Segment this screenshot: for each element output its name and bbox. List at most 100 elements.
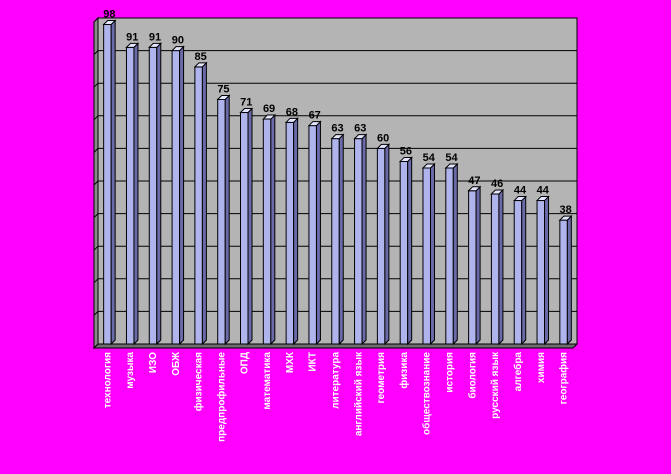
bar-top [330, 134, 345, 140]
bar-front [103, 24, 112, 345]
bar-side [156, 42, 162, 346]
data-label: 98 [103, 9, 115, 21]
data-label: 47 [468, 175, 480, 187]
bar-side [452, 162, 458, 346]
tick-label: английский язык [353, 351, 364, 436]
bar [216, 94, 231, 346]
value-labels: 98 91 91 90 85 75 71 69 68 67 63 63 60 56 54 54 47 46 44 44… [103, 9, 571, 217]
bar-front [285, 121, 295, 345]
bar-top [353, 134, 368, 140]
bar-side [361, 133, 367, 346]
bar-front [240, 112, 249, 345]
bar [444, 162, 459, 346]
bar [239, 107, 254, 346]
bar-top [398, 156, 413, 162]
bar [353, 133, 368, 346]
bar-side [293, 117, 299, 346]
bar-top [193, 62, 208, 68]
tick-label: биология [466, 352, 478, 399]
bar-top [535, 196, 550, 202]
bar [513, 195, 527, 346]
bar-front [194, 66, 203, 345]
tick-label: музыка [125, 352, 136, 389]
bar [467, 185, 482, 346]
bar-front [148, 46, 158, 345]
bar-side [201, 61, 207, 346]
bar [421, 162, 436, 346]
bar [125, 42, 140, 346]
data-label: 67 [309, 110, 321, 122]
bar [262, 113, 277, 346]
tick-label: геометрия [376, 352, 387, 404]
tick-label: МХК [285, 351, 296, 373]
bar-side [133, 42, 139, 346]
bar [102, 19, 117, 346]
bar-front [468, 190, 477, 345]
bar [398, 156, 413, 346]
bar [170, 45, 185, 346]
data-label: 54 [423, 152, 436, 164]
bar [193, 61, 208, 346]
bar-top [148, 42, 162, 48]
bar-front [217, 99, 226, 345]
bar-front [376, 147, 386, 345]
tick-label: ИЗО [148, 352, 159, 373]
bar-side [429, 162, 435, 346]
bar-top [376, 143, 391, 149]
data-label: 91 [126, 31, 138, 43]
bar-top [421, 163, 436, 169]
tick-label: алгебра [512, 352, 524, 392]
bar-top [216, 95, 231, 100]
tick-label: литература [331, 352, 342, 409]
bar [490, 188, 505, 346]
bar [535, 195, 550, 346]
gridline-side [93, 82, 99, 88]
bar-side [566, 214, 572, 346]
bar-side [498, 188, 504, 346]
category-labels: технология музыка ИЗО ОБЖ физическая предпроф… [102, 351, 569, 442]
data-label: 54 [445, 152, 458, 164]
bar-side [179, 45, 185, 346]
bar-front [331, 138, 340, 345]
bar-top [513, 196, 527, 202]
bar-top [307, 121, 322, 127]
bar-top [467, 186, 482, 192]
bar-front [262, 118, 272, 345]
gridline-side [93, 311, 99, 316]
bar-side [224, 94, 230, 346]
gridline-side [93, 148, 99, 153]
bar-side [247, 107, 253, 346]
gridline-side [93, 213, 99, 218]
bar-top [170, 46, 185, 52]
tick-label: ИКТ [308, 352, 319, 372]
bar [376, 143, 391, 346]
data-label: 69 [263, 103, 275, 115]
bar-side [475, 185, 481, 346]
data-label: 90 [172, 35, 184, 47]
data-label: 46 [491, 178, 503, 190]
bar-front [171, 50, 181, 345]
bar [148, 42, 162, 346]
data-label: 56 [400, 145, 412, 157]
tick-label: физика [398, 352, 410, 389]
bar-top [125, 42, 140, 48]
bar-side [544, 195, 550, 346]
tick-label: история [445, 352, 456, 393]
tick-label: физическая [193, 352, 205, 411]
bar-side [338, 133, 344, 346]
bar-side [270, 113, 276, 346]
data-label: 63 [331, 123, 343, 135]
gridline-side [93, 245, 99, 251]
data-label: 68 [286, 106, 298, 118]
data-label: 91 [149, 31, 161, 43]
tick-label: ОБЖ [171, 351, 182, 376]
gridline-side [93, 115, 99, 121]
bar-front [308, 125, 317, 345]
bar-front [399, 160, 409, 345]
bar-front [445, 167, 454, 345]
gridline-side [93, 50, 99, 55]
tick-label: химия [536, 352, 547, 383]
bar-side [315, 120, 321, 346]
